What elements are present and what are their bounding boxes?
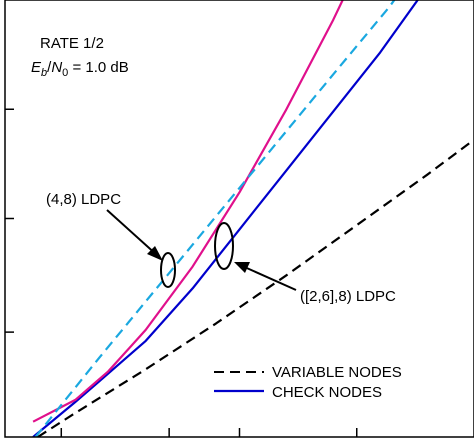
ldpc-irregular-arrow — [239, 264, 297, 291]
ldpc-regular-ellipse — [160, 252, 176, 288]
ldpc-regular-arrow — [106, 209, 159, 257]
legend-label-check: CHECK NODES — [272, 384, 382, 401]
ebn0-label: Eb/N0 = 1.0 dB — [31, 59, 129, 79]
ldpc-irregular-arrowhead — [234, 262, 250, 273]
series-line-2 — [32, 0, 344, 423]
ldpc-regular-arrowhead — [147, 246, 163, 261]
legend-label-variable: VARIABLE NODES — [272, 364, 402, 381]
series-line-0 — [37, 138, 474, 437]
ldpc-irregular-ellipse — [214, 222, 234, 270]
ldpc-regular-label: (4,8) LDPC — [46, 191, 121, 208]
ldpc-irregular-label: ([2,6],8) LDPC — [300, 288, 396, 305]
rate-label: RATE 1/2 — [40, 35, 104, 52]
legend: VARIABLE NODES CHECK NODES — [214, 364, 402, 401]
tick-layer — [5, 108, 358, 437]
series-line-3 — [34, 0, 396, 437]
